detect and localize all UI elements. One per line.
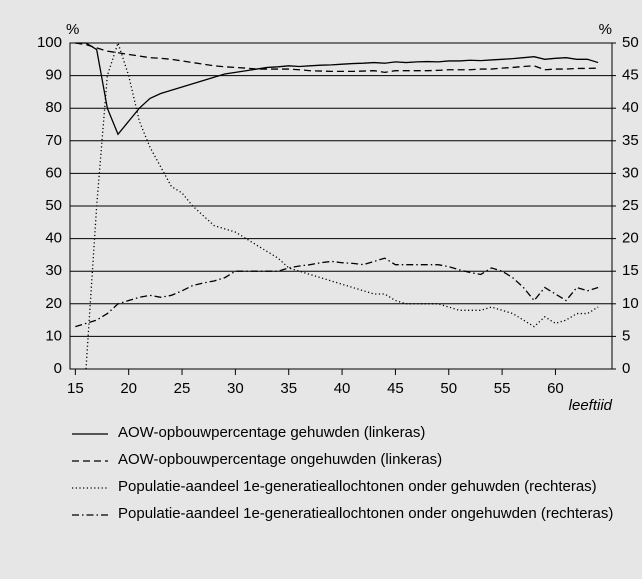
legend-entry: Populatie-aandeel 1e-generatieallochtone… [70,505,630,523]
y-tick-label: 50 [45,197,62,214]
y-tick-label: 40 [45,230,62,247]
y2-tick-label: 10 [622,295,639,312]
legend: AOW-opbouwpercentage gehuwden (linkeras)… [70,424,630,532]
y2-tick-label: 30 [622,164,639,181]
y-tick-label: 20 [45,295,62,312]
y-tick-label: 80 [45,99,62,116]
x-tick-label: 40 [334,380,351,397]
y2-axis-label: % [599,21,612,38]
y-tick-label: 60 [45,164,62,181]
legend-swatch [72,487,108,489]
legend-entry: Populatie-aandeel 1e-generatieallochtone… [70,478,630,496]
x-tick-label: 50 [440,380,457,397]
legend-label: Populatie-aandeel 1e-generatieallochtone… [118,505,614,522]
legend-entry: AOW-opbouwpercentage gehuwden (linkeras) [70,424,630,442]
legend-label: AOW-opbouwpercentage ongehuwden (linkera… [118,451,443,468]
y2-tick-label: 0 [622,360,630,377]
y2-tick-label: 35 [622,132,639,149]
series-line [75,42,599,73]
x-tick-label: 45 [387,380,404,397]
y-axis-label: % [66,21,79,38]
x-tick-label: 25 [174,380,191,397]
y2-tick-label: 45 [622,67,639,84]
y-tick-label: 70 [45,132,62,149]
legend-entry: AOW-opbouwpercentage ongehuwden (linkera… [70,451,630,469]
chart: % % leeftijd 0 10 20 30 40 50 60 70 80 90 100 0 5 10 1… [37,21,639,410]
x-axis-label: leeftijd [569,397,613,410]
y-tick-label: 30 [45,262,62,279]
x-tick-label: 15 [67,380,84,397]
legend-label: AOW-opbouwpercentage gehuwden (linkeras) [118,424,426,441]
legend-swatch [72,433,108,435]
x-tick-label: 60 [547,380,564,397]
y-tick-label: 10 [45,327,62,344]
y-tick-label: 90 [45,67,62,84]
x-tick-label: 35 [280,380,297,397]
y2-tick-label: 5 [622,327,630,344]
x-tick-label: 30 [227,380,244,397]
legend-swatch [72,460,108,462]
y2-tick-label: 50 [622,34,639,51]
series-line [75,257,599,328]
y-tick-label: 100 [37,34,62,51]
plot-frame [69,42,613,370]
x-tick-label: 20 [120,380,137,397]
legend-label: Populatie-aandeel 1e-generatieallochtone… [118,478,597,495]
x-tick-label: 55 [494,380,511,397]
y-tick-label: 0 [54,360,62,377]
y2-tick-label: 15 [622,262,639,279]
y2-tick-label: 40 [622,99,639,116]
legend-swatch [72,514,108,516]
y2-tick-label: 20 [622,230,639,247]
series-line [75,42,599,136]
y2-tick-label: 25 [622,197,639,214]
